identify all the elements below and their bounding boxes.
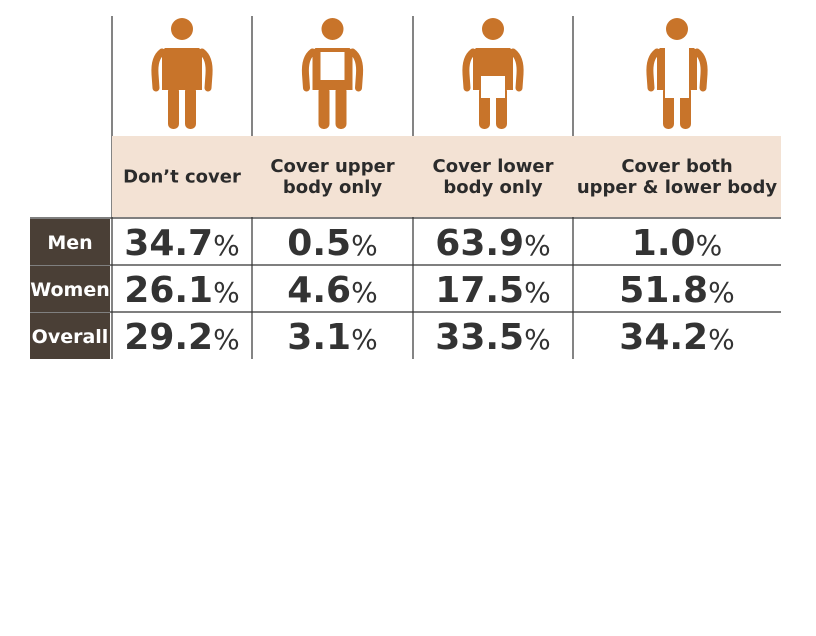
- row-label: Women: [30, 279, 110, 301]
- column-header-label: body only: [283, 177, 382, 198]
- row-label-bg: [30, 313, 110, 359]
- person-uncovered-icon: [151, 18, 213, 129]
- value-cell: 33.5%: [435, 317, 550, 358]
- column-header-label: Cover both: [621, 156, 732, 177]
- person-fully-covered-icon: [646, 18, 708, 129]
- person-upper-covered-icon: [301, 18, 364, 129]
- value-cell: 4.6%: [287, 270, 377, 311]
- row-label: Overall: [32, 326, 109, 348]
- column-header-bg: [413, 136, 573, 217]
- column-header-label: Cover lower: [433, 156, 554, 177]
- value-cell: 63.9%: [435, 223, 550, 264]
- person-lower-covered-icon: [462, 18, 524, 129]
- column-header-label: body only: [443, 177, 542, 198]
- column-icons: [151, 18, 708, 129]
- value-cell: 51.8%: [619, 270, 734, 311]
- value-cell: 29.2%: [124, 317, 239, 358]
- row-label-bg: [30, 266, 110, 312]
- table-grid: [30, 16, 781, 359]
- value-cell: 3.1%: [287, 317, 377, 358]
- row-label-bg: [30, 219, 110, 265]
- value-cell: 26.1%: [124, 270, 239, 311]
- column-header-label: upper & lower body: [577, 177, 778, 198]
- value-cell: 34.2%: [619, 317, 734, 358]
- row-labels: Men Women Overall: [30, 219, 110, 359]
- column-header-label: Don’t cover: [123, 167, 241, 188]
- column-header-bg: [252, 136, 413, 217]
- value-cell: 0.5%: [287, 223, 377, 264]
- value-cells: 34.7% 0.5% 63.9% 1.0% 26.1% 4.6% 17.5% 51.8% 29.…: [124, 223, 734, 358]
- row-label: Men: [47, 232, 92, 254]
- column-header-label: Cover upper: [270, 156, 394, 177]
- value-cell: 34.7%: [124, 223, 239, 264]
- value-cell: 17.5%: [435, 270, 550, 311]
- column-header-bg: [573, 136, 781, 217]
- column-header-bg: [112, 136, 252, 217]
- value-cell: 1.0%: [632, 223, 722, 264]
